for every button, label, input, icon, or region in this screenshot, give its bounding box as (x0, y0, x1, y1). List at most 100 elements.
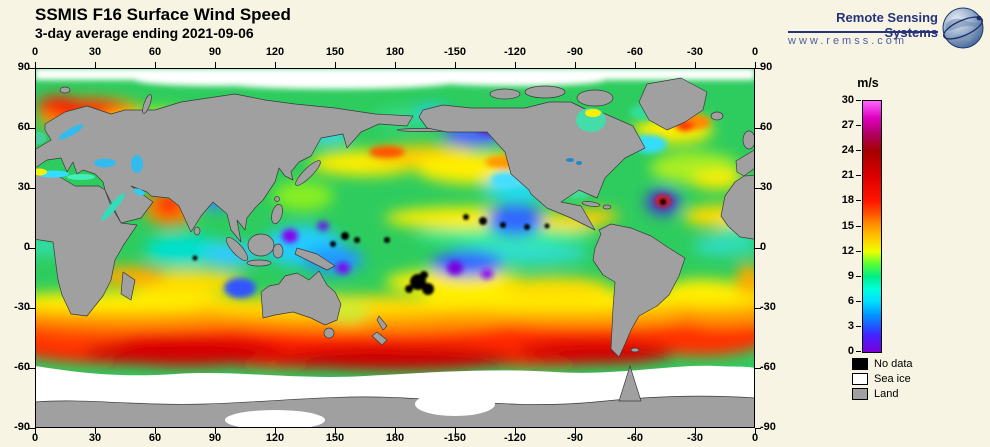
lat-tick-label-right: -90 (760, 421, 776, 433)
colorbar-tick-label: 27 (841, 119, 854, 132)
lon-tick-mark (155, 62, 156, 68)
lat-tick-label-right: 60 (760, 121, 773, 133)
colorbar-unit-label: m/s (857, 76, 879, 90)
colorbar-tick-label: 24 (841, 144, 854, 157)
remss-branding: Remote Sensing Systems www.remss.com (780, 6, 985, 58)
land-masses (35, 77, 755, 358)
legend-item: Land (852, 387, 913, 400)
lon-tick-label-bottom: 180 (385, 432, 405, 444)
lon-tick-label-top: 30 (88, 46, 102, 58)
lat-tick-label-right: 30 (760, 181, 773, 193)
lon-tick-mark (575, 428, 576, 434)
page-title: SSMIS F16 Surface Wind Speed (35, 5, 291, 24)
lon-tick-label-bottom: 0 (31, 432, 39, 444)
lat-tick-mark (755, 128, 761, 129)
colorbar-tick-label: 9 (847, 269, 854, 282)
lat-tick-mark (29, 188, 35, 189)
lon-tick-label-bottom: -30 (687, 432, 703, 444)
lon-tick-label-top: 0 (31, 46, 39, 58)
colorbar-tick-mark (856, 125, 861, 126)
lon-tick-mark (215, 62, 216, 68)
lon-tick-label-bottom: -120 (503, 432, 527, 444)
lon-tick-label-top: -90 (567, 46, 583, 58)
colorbar-tick-label: 0 (847, 345, 854, 357)
legend-label: Land (874, 387, 899, 400)
world-wind-map (35, 68, 755, 428)
lat-tick-mark (755, 188, 761, 189)
lon-tick-mark (155, 428, 156, 434)
colorbar-tick-mark (856, 150, 861, 151)
colorbar-tick-label: 30 (841, 94, 854, 106)
lon-tick-mark (35, 62, 36, 68)
lon-tick-label-bottom: 120 (265, 432, 285, 444)
lon-tick-mark (635, 62, 636, 68)
lat-tick-mark (29, 368, 35, 369)
lon-tick-label-top: 120 (265, 46, 285, 58)
lon-tick-mark (335, 428, 336, 434)
lat-tick-mark (29, 428, 35, 429)
lon-tick-label-top: -150 (443, 46, 467, 58)
colorbar-tick-label: 3 (847, 319, 854, 332)
lon-tick-label-bottom: 150 (325, 432, 345, 444)
lon-tick-mark (515, 428, 516, 434)
colorbar-tick-mark (856, 251, 861, 252)
lon-tick-label-bottom: 60 (148, 432, 162, 444)
lon-tick-mark (335, 62, 336, 68)
lon-tick-label-bottom: -60 (627, 432, 643, 444)
lon-tick-label-top: 90 (208, 46, 222, 58)
lon-tick-mark (755, 428, 756, 434)
colorbar-tick-mark (856, 351, 861, 352)
lon-tick-label-bottom: 90 (208, 432, 222, 444)
lat-tick-mark (755, 428, 761, 429)
lat-tick-mark (29, 248, 35, 249)
inner-seas (35, 108, 606, 221)
colorbar-tick-mark (856, 175, 861, 176)
lon-tick-mark (95, 62, 96, 68)
lat-tick-mark (755, 248, 761, 249)
lat-tick-label-left: 30 (17, 181, 30, 193)
legend-label: No data (874, 357, 913, 370)
lon-tick-mark (455, 62, 456, 68)
lon-tick-label-top: -120 (503, 46, 527, 58)
lon-tick-mark (395, 62, 396, 68)
legend-label: Sea ice (874, 372, 911, 385)
lon-tick-label-bottom: -150 (443, 432, 467, 444)
colorbar-tick-mark (856, 200, 861, 201)
arctic-sea-ice (35, 68, 755, 89)
lat-tick-mark (29, 68, 35, 69)
colorbar-tick-mark (856, 100, 861, 101)
lon-tick-label-top: -30 (687, 46, 703, 58)
lon-tick-mark (695, 62, 696, 68)
lat-tick-label-right: -30 (760, 301, 776, 313)
antarctica (35, 364, 755, 428)
remss-url: www.remss.com (788, 35, 908, 47)
lon-tick-mark (455, 428, 456, 434)
lat-tick-label-left: 60 (17, 121, 30, 133)
lon-tick-mark (35, 428, 36, 434)
lat-tick-label-left: -30 (14, 301, 30, 313)
lat-tick-label-left: -90 (14, 421, 30, 433)
lon-tick-mark (95, 428, 96, 434)
lat-tick-mark (755, 308, 761, 309)
page-subtitle: 3-day average ending 2021-09-06 (35, 25, 254, 41)
colorbar-gradient (862, 100, 882, 353)
lat-tick-mark (29, 128, 35, 129)
colorbar-tick-mark (856, 326, 861, 327)
legend-swatch (852, 372, 868, 385)
legend: No data Sea ice Land (852, 357, 913, 403)
lon-tick-mark (755, 62, 756, 68)
lon-tick-label-top: 60 (148, 46, 162, 58)
lon-tick-label-bottom: 30 (88, 432, 102, 444)
lat-tick-label-left: 90 (17, 61, 30, 73)
lon-tick-mark (515, 62, 516, 68)
colorbar-tick-label: 12 (841, 244, 854, 257)
lon-tick-mark (695, 428, 696, 434)
map-border (35, 68, 755, 428)
lon-tick-label-top: 150 (325, 46, 345, 58)
lat-tick-label-right: -60 (760, 361, 776, 373)
lon-tick-label-bottom: 0 (751, 432, 759, 444)
lat-tick-mark (29, 308, 35, 309)
lon-tick-mark (635, 428, 636, 434)
colorbar-tick-mark (856, 301, 861, 302)
